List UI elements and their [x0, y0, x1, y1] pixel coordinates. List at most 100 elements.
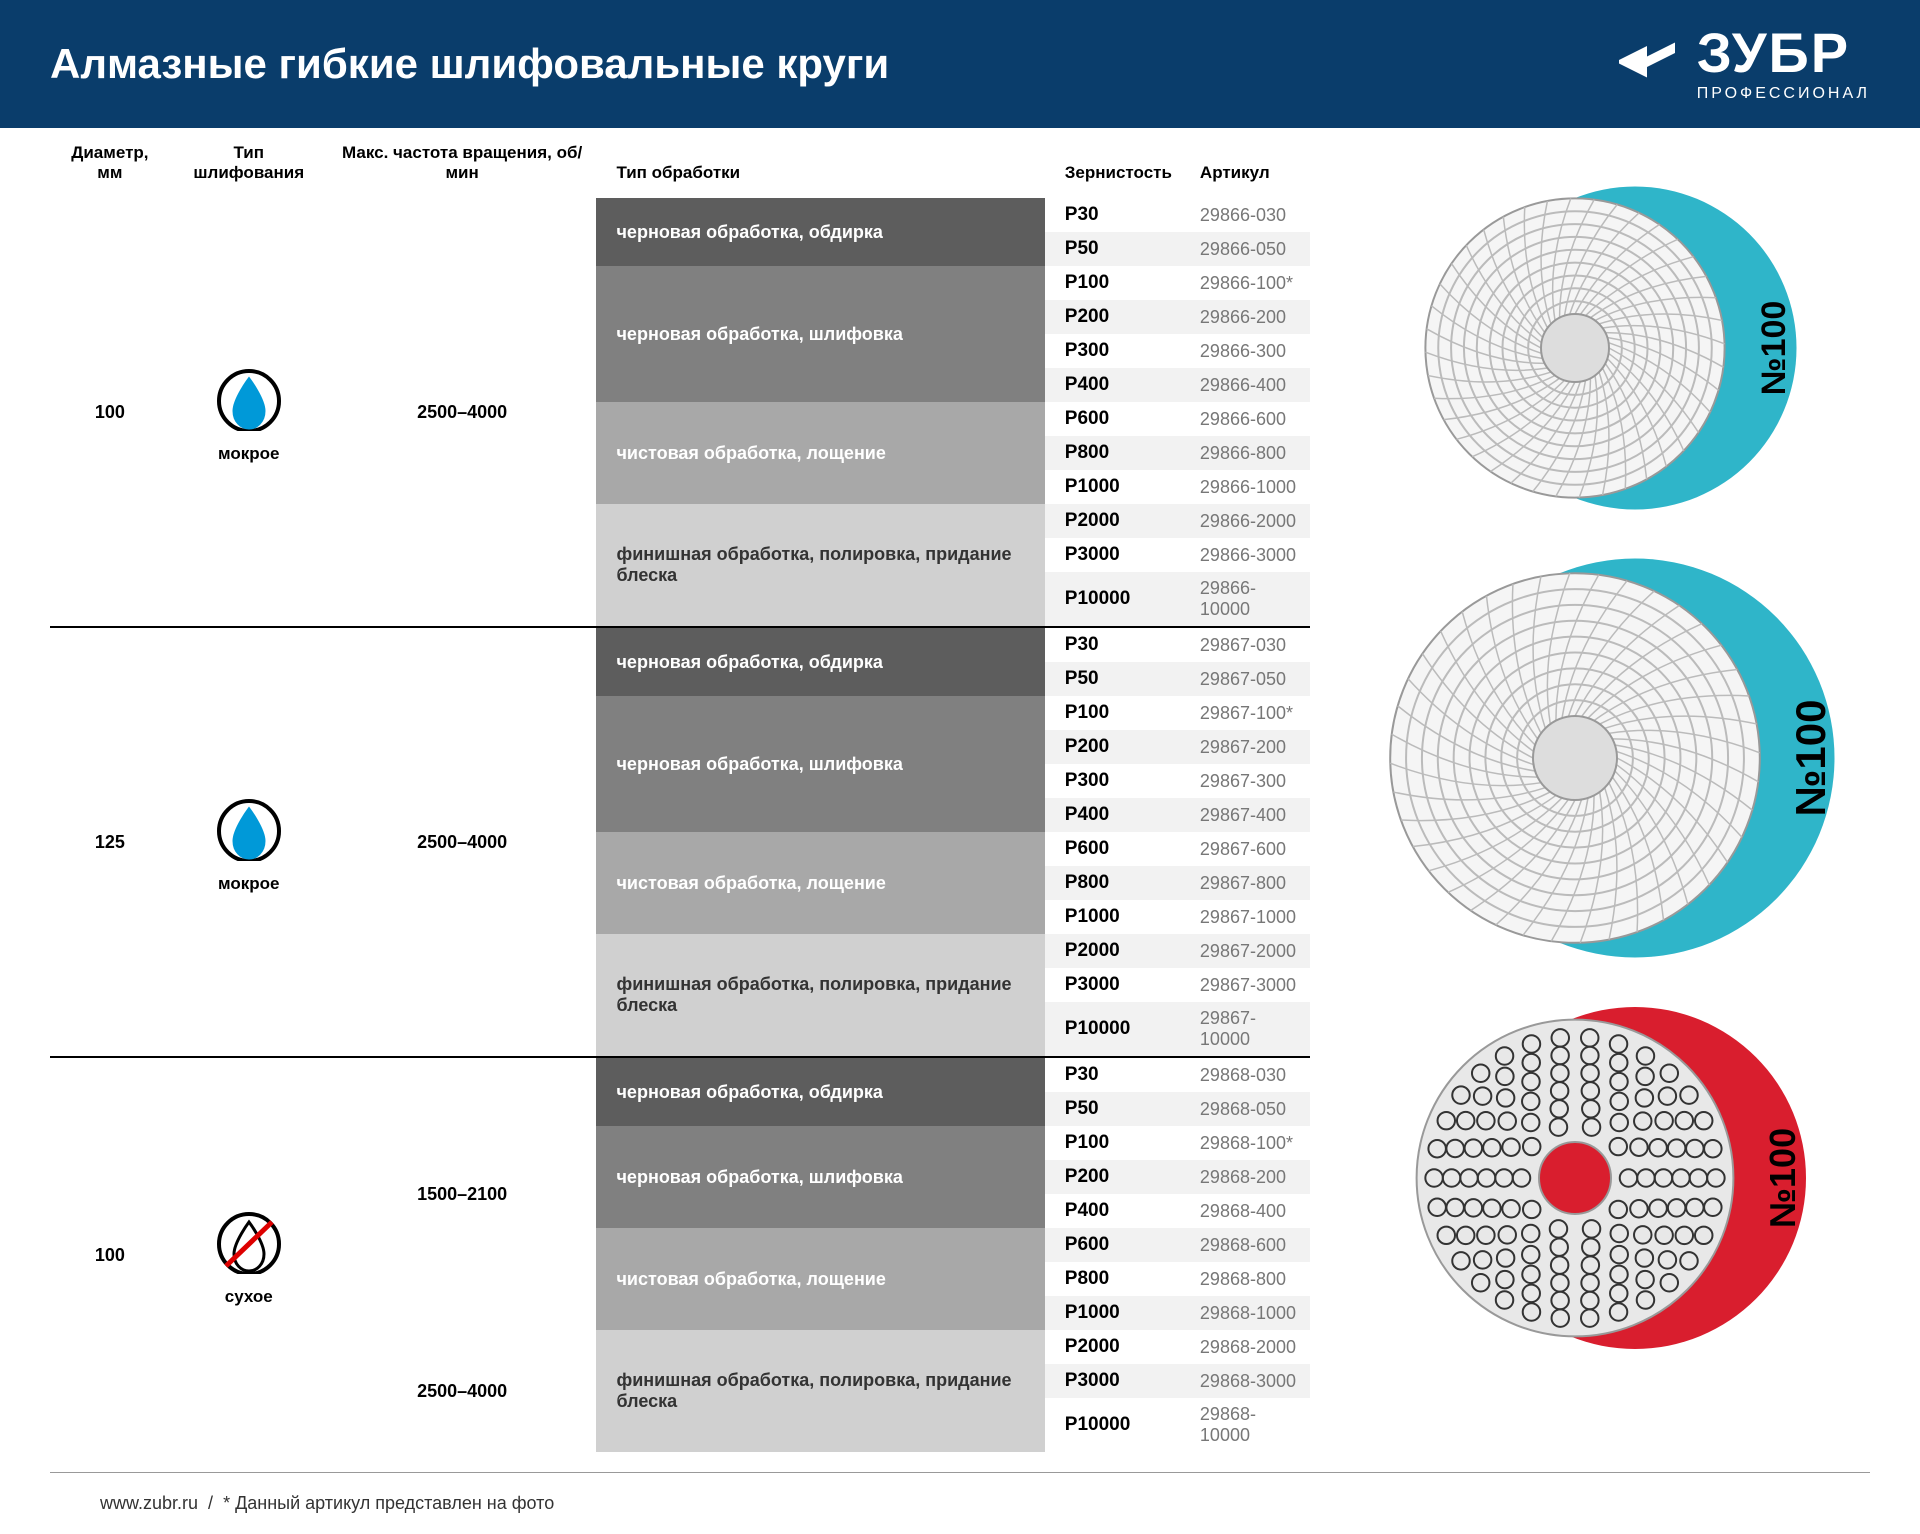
article-cell: 29867-200 [1180, 730, 1310, 764]
dry-icon [214, 1204, 284, 1279]
grit-cell: P800 [1045, 866, 1180, 900]
article-cell: 29867-400 [1180, 798, 1310, 832]
wet-icon [214, 361, 284, 436]
rpm-cell: 1500–2100 [328, 1057, 597, 1330]
processing-cell: чистовая обработка, лощение [596, 1228, 1044, 1330]
article-cell: 29867-030 [1180, 627, 1310, 662]
article-cell: 29866-030 [1180, 198, 1310, 232]
col-header: Диаметр, мм [50, 128, 170, 198]
article-cell: 29866-2000 [1180, 504, 1310, 538]
article-cell: 29868-400 [1180, 1194, 1310, 1228]
brand-name: ЗУБР [1697, 25, 1870, 81]
article-cell: 29866-400 [1180, 368, 1310, 402]
grit-cell: P30 [1045, 198, 1180, 232]
article-cell: 29867-10000 [1180, 1002, 1310, 1057]
article-cell: 29867-300 [1180, 764, 1310, 798]
article-cell: 29867-800 [1180, 866, 1310, 900]
article-cell: 29868-1000 [1180, 1296, 1310, 1330]
grit-cell: P600 [1045, 402, 1180, 436]
type-label: мокрое [170, 444, 328, 464]
grit-cell: P300 [1045, 334, 1180, 368]
page-title: Алмазные гибкие шлифовальные круги [50, 40, 1612, 88]
grit-cell: P2000 [1045, 504, 1180, 538]
wet-icon [214, 791, 284, 866]
grit-cell: P100 [1045, 696, 1180, 730]
spec-table: Диаметр, ммТип шлифованияМакс. частота в… [50, 128, 1310, 1452]
grit-cell: P3000 [1045, 968, 1180, 1002]
grit-cell: P30 [1045, 627, 1180, 662]
svg-text:№100: №100 [1787, 700, 1834, 817]
grit-cell: P50 [1045, 662, 1180, 696]
rpm-cell: 2500–4000 [328, 198, 597, 627]
grit-cell: P300 [1045, 764, 1180, 798]
brand-sub: ПРОФЕССИОНАЛ [1697, 85, 1870, 103]
grit-cell: P400 [1045, 798, 1180, 832]
processing-cell: черновая обработка, обдирка [596, 627, 1044, 696]
article-cell: 29867-3000 [1180, 968, 1310, 1002]
grit-cell: P100 [1045, 1126, 1180, 1160]
rpm-cell: 2500–4000 [328, 627, 597, 1057]
article-cell: 29868-3000 [1180, 1364, 1310, 1398]
grit-cell: P3000 [1045, 538, 1180, 572]
grit-cell: P10000 [1045, 1398, 1180, 1452]
grit-cell: P1000 [1045, 900, 1180, 934]
grit-cell: P1000 [1045, 1296, 1180, 1330]
rpm-cell: 2500–4000 [328, 1330, 597, 1452]
grit-cell: P30 [1045, 1057, 1180, 1092]
grit-cell: P600 [1045, 832, 1180, 866]
diameter-cell: 125 [50, 627, 170, 1057]
article-cell: 29866-800 [1180, 436, 1310, 470]
diameter-cell: 100 [50, 1057, 170, 1452]
article-cell: 29867-2000 [1180, 934, 1310, 968]
brand-logo: ЗУБР ПРОФЕССИОНАЛ [1612, 25, 1870, 103]
grit-cell: P50 [1045, 232, 1180, 266]
grit-cell: P400 [1045, 1194, 1180, 1228]
article-cell: 29867-600 [1180, 832, 1310, 866]
article-cell: 29866-10000 [1180, 572, 1310, 627]
grit-cell: P10000 [1045, 572, 1180, 627]
type-cell: сухое [170, 1057, 328, 1452]
page-header: Алмазные гибкие шлифовальные круги ЗУБР … [0, 0, 1920, 128]
processing-cell: чистовая обработка, лощение [596, 402, 1044, 504]
type-label: сухое [170, 1287, 328, 1307]
grit-cell: P200 [1045, 300, 1180, 334]
grit-cell: P200 [1045, 730, 1180, 764]
processing-cell: финишная обработка, полировка, придание … [596, 504, 1044, 627]
article-cell: 29868-10000 [1180, 1398, 1310, 1452]
article-cell: 29866-3000 [1180, 538, 1310, 572]
article-cell: 29866-300 [1180, 334, 1310, 368]
col-header: Макс. частота вращения, об/мин [328, 128, 597, 198]
diameter-cell: 100 [50, 198, 170, 627]
svg-text:№100: №100 [1755, 301, 1793, 396]
grit-cell: P1000 [1045, 470, 1180, 504]
processing-cell: чистовая обработка, лощение [596, 832, 1044, 934]
col-header: Тип шлифования [170, 128, 328, 198]
article-cell: 29868-600 [1180, 1228, 1310, 1262]
grit-cell: P400 [1045, 368, 1180, 402]
grit-cell: P3000 [1045, 1364, 1180, 1398]
processing-cell: финишная обработка, полировка, придание … [596, 934, 1044, 1057]
disc-image: №100 [1405, 178, 1805, 523]
grit-cell: P50 [1045, 1092, 1180, 1126]
logo-icon [1612, 25, 1682, 95]
col-header: Тип обработки [596, 128, 1044, 198]
type-label: мокрое [170, 874, 328, 894]
type-cell: мокрое [170, 627, 328, 1057]
grit-cell: P800 [1045, 436, 1180, 470]
article-cell: 29867-100* [1180, 696, 1310, 730]
article-cell: 29866-1000 [1180, 470, 1310, 504]
article-cell: 29866-050 [1180, 232, 1310, 266]
footer-url: www.zubr.ru [100, 1493, 198, 1513]
processing-cell: черновая обработка, обдирка [596, 1057, 1044, 1126]
article-cell: 29868-2000 [1180, 1330, 1310, 1364]
disc-image: №100 [1395, 998, 1815, 1363]
processing-cell: финишная обработка, полировка, придание … [596, 1330, 1044, 1452]
col-header: Зернистость [1045, 128, 1180, 198]
processing-cell: черновая обработка, обдирка [596, 198, 1044, 266]
article-cell: 29868-100* [1180, 1126, 1310, 1160]
processing-cell: черновая обработка, шлифовка [596, 1126, 1044, 1228]
article-cell: 29867-1000 [1180, 900, 1310, 934]
article-cell: 29866-200 [1180, 300, 1310, 334]
article-cell: 29866-600 [1180, 402, 1310, 436]
article-cell: 29868-050 [1180, 1092, 1310, 1126]
